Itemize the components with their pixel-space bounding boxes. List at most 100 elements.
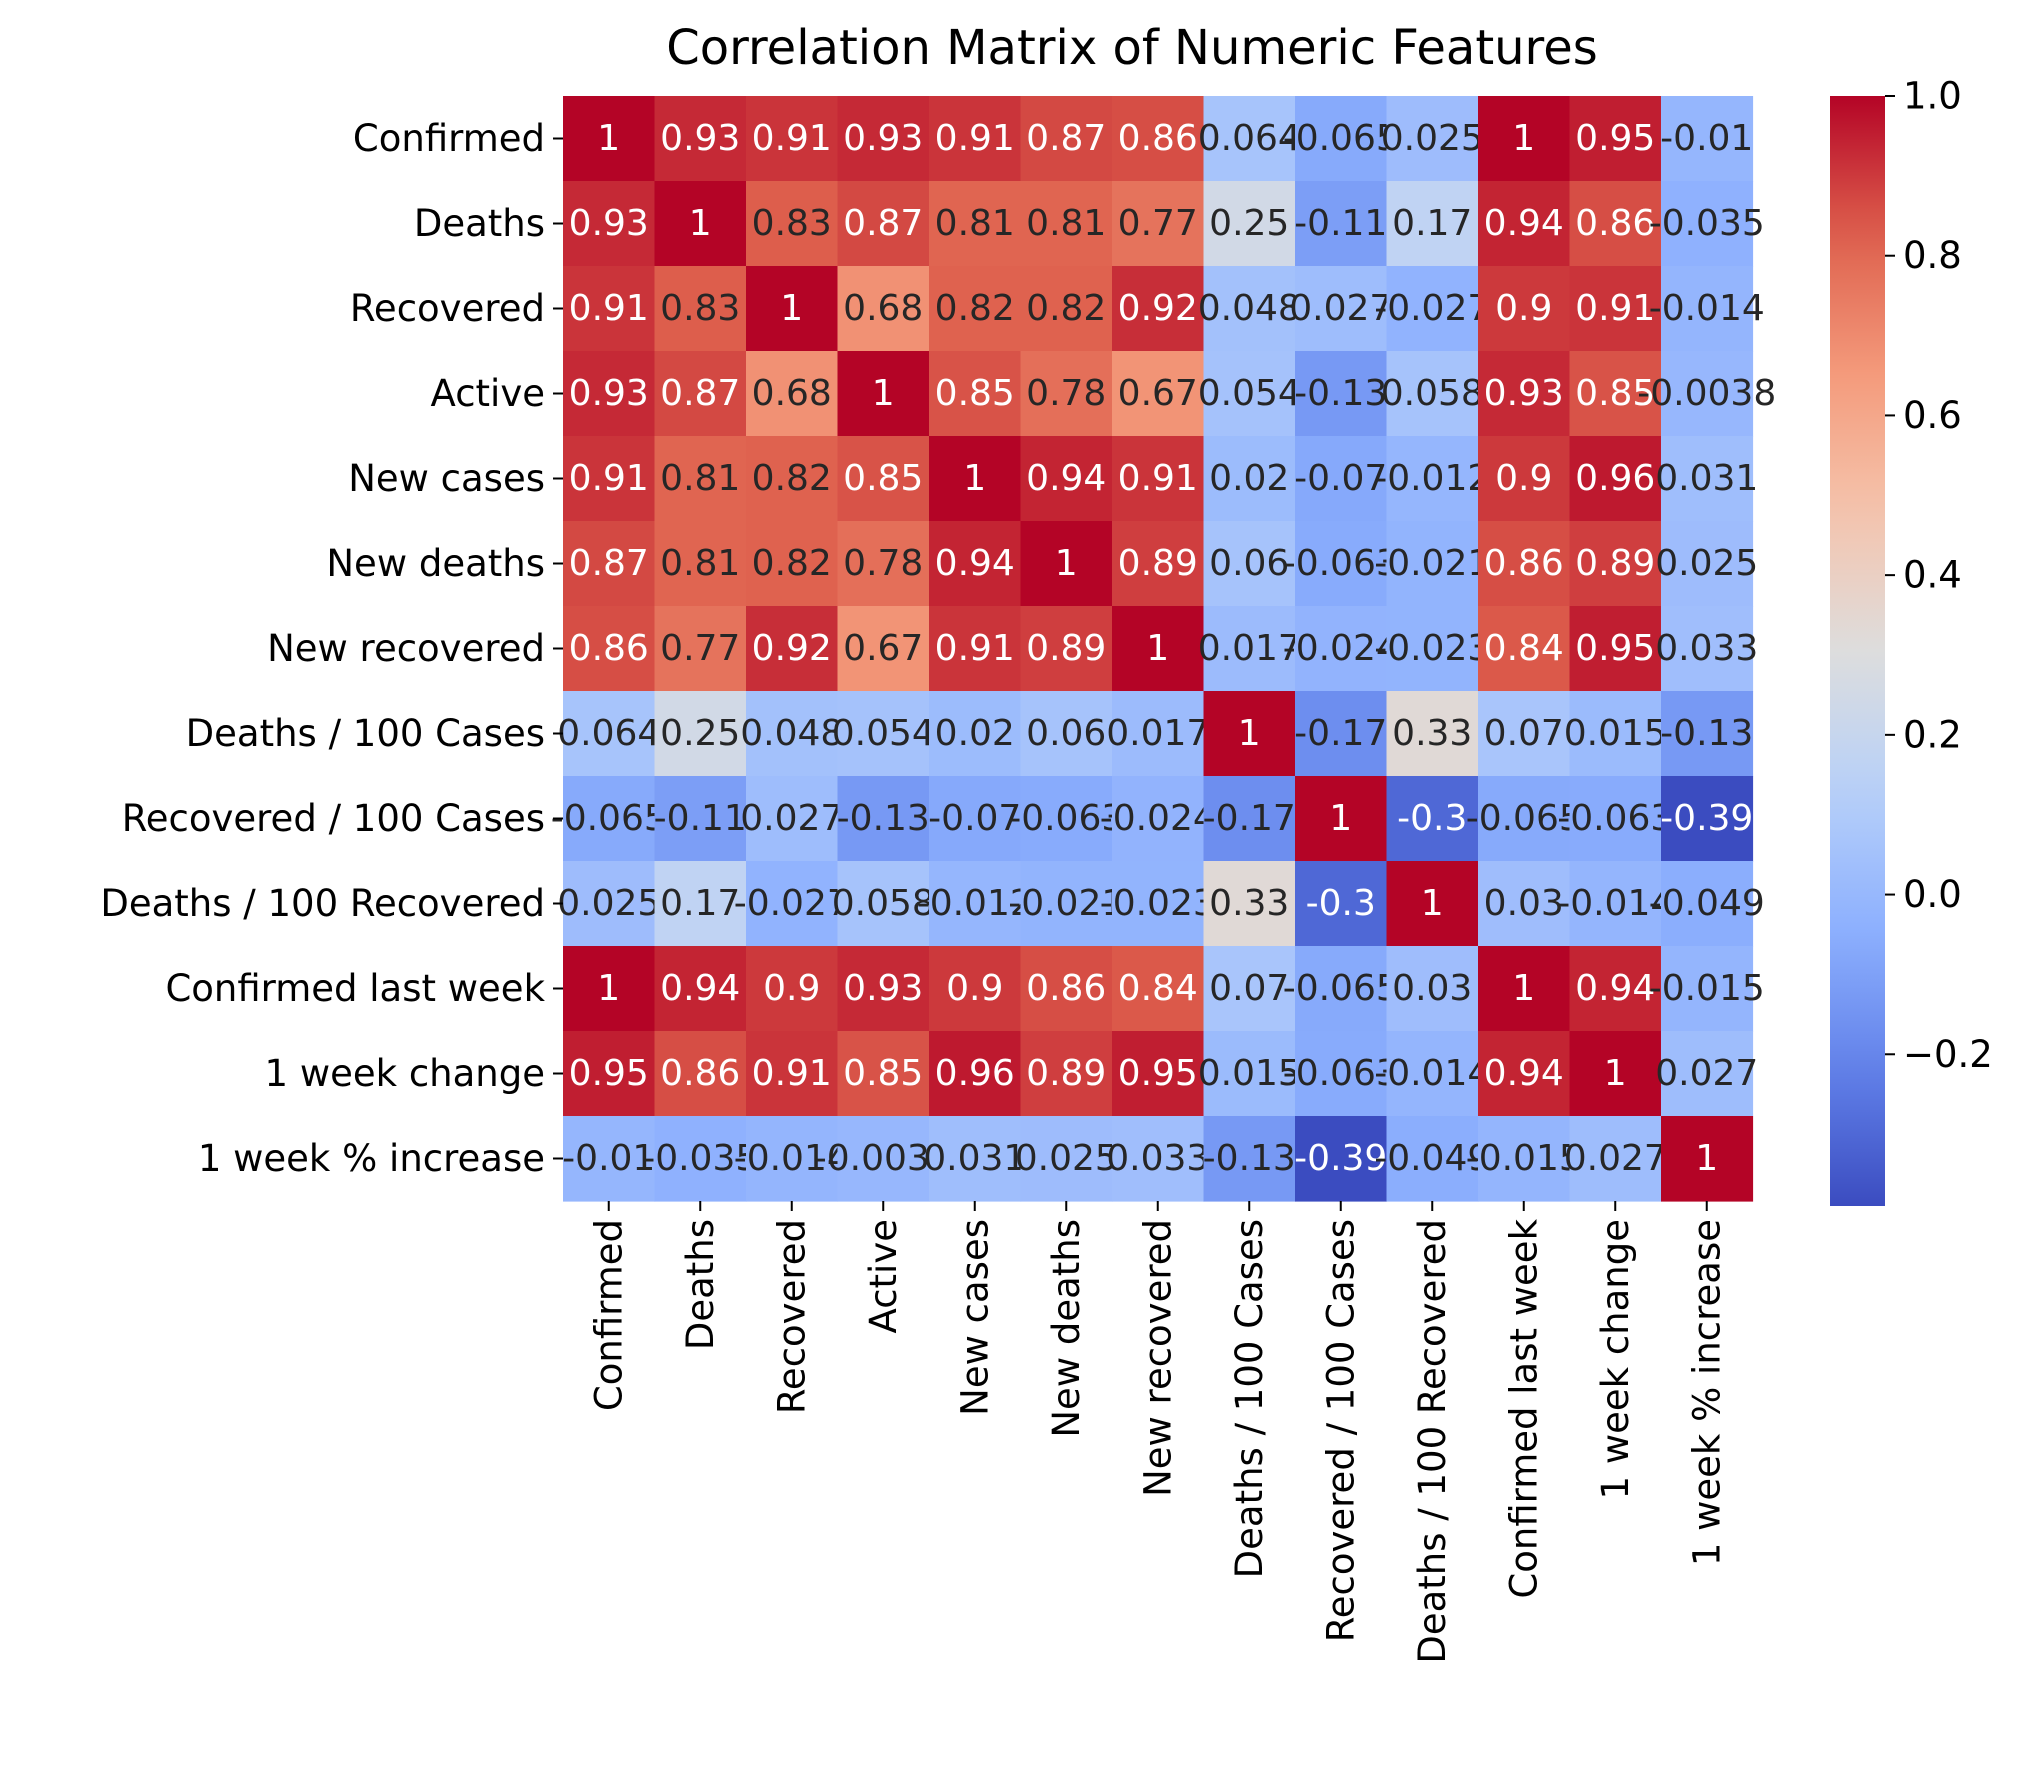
cell-value-label: -0.035 [1649, 203, 1765, 244]
cell-value-label: 0.94 [1484, 203, 1564, 244]
heatmap-cell [837, 181, 930, 267]
heatmap-cell [654, 1031, 747, 1117]
cell-value-label: -0.014 [1557, 883, 1673, 924]
heatmap-cell [1661, 436, 1754, 522]
cell-value-label: -0.021 [1008, 883, 1124, 924]
cell-value-label: 0.87 [1026, 118, 1106, 159]
cell-value-label: 0.96 [935, 1053, 1015, 1094]
cell-value-label: 0.83 [752, 203, 832, 244]
y-tick-label: New cases [348, 457, 545, 500]
heatmap-cell [1478, 606, 1571, 692]
cell-value-label: -0.063 [1008, 798, 1124, 839]
cell-value-label: -0.07 [1294, 458, 1387, 499]
cell-value-label: 1 [1238, 713, 1261, 754]
cell-value-label: 0.84 [1118, 968, 1198, 1009]
cell-value-label: 0.25 [1209, 203, 1289, 244]
cell-value-label: 0.87 [660, 373, 740, 414]
cell-value-label: 0.95 [1575, 628, 1655, 669]
heatmap-cell [1295, 861, 1388, 947]
heatmap-cell [1478, 521, 1571, 607]
cell-value-label: 0.025 [1015, 1138, 1118, 1179]
cell-value-label: 0.031 [923, 1138, 1026, 1179]
y-tick-label: Deaths / 100 Recovered [100, 882, 545, 925]
cell-value-label: -0.049 [1649, 883, 1765, 924]
cell-value-label: 0.91 [569, 288, 649, 329]
heatmap-cell [746, 776, 839, 862]
colorbar-tick-label: 0.8 [1903, 234, 1962, 277]
cell-value-label: 0.81 [1026, 203, 1106, 244]
cell-value-label: 0.92 [1118, 288, 1198, 329]
heatmap-cell [929, 691, 1022, 777]
heatmap-cell [1203, 691, 1296, 777]
x-tick-label: New cases [953, 1219, 996, 1416]
cell-value-label: 0.94 [1026, 458, 1106, 499]
heatmap-cell [837, 436, 930, 522]
heatmap-cell [1020, 266, 1113, 352]
heatmap-cell [654, 946, 747, 1032]
heatmap-cell [563, 96, 656, 182]
heatmap-cell [1020, 861, 1113, 947]
heatmap-cell [1295, 691, 1388, 777]
cell-value-label: 1 [1329, 798, 1352, 839]
cell-value-label: -0.027 [734, 883, 850, 924]
heatmap-cell [929, 946, 1022, 1032]
y-tick-label: Active [431, 372, 545, 415]
heatmap-cell [746, 691, 839, 777]
heatmap-cell [563, 861, 656, 947]
heatmap-cell [1203, 436, 1296, 522]
cell-value-label: 0.77 [660, 628, 740, 669]
heatmap-cell [1112, 1116, 1205, 1202]
cell-value-label: 0.91 [569, 458, 649, 499]
cell-value-label: 0.91 [935, 118, 1015, 159]
cell-value-label: 0.025 [1381, 118, 1484, 159]
heatmap-cell [929, 1116, 1022, 1202]
heatmap-cell [1478, 776, 1571, 862]
cell-value-label: -0.11 [1294, 203, 1387, 244]
heatmap-cell [1569, 1116, 1662, 1202]
heatmap-cell [1386, 1031, 1479, 1117]
colorbar-gradient [1830, 96, 1885, 1206]
heatmap-cell [1203, 606, 1296, 692]
cell-value-label: 0.95 [1575, 118, 1655, 159]
heatmap-cell [654, 776, 747, 862]
cell-value-label: 0.81 [660, 543, 740, 584]
heatmap-cell [746, 266, 839, 352]
heatmap-cell [837, 521, 930, 607]
heatmap-cell [746, 351, 839, 437]
x-tick-label: Active [862, 1219, 905, 1333]
heatmap-cell [1203, 946, 1296, 1032]
cell-value-label: -0.39 [1660, 798, 1753, 839]
heatmap-cell [1569, 1031, 1662, 1117]
cell-value-label: -0.023 [1374, 628, 1490, 669]
heatmap-cell [1569, 691, 1662, 777]
cell-value-label: 0.81 [660, 458, 740, 499]
cell-value-label: 0.9 [1495, 288, 1552, 329]
cell-value-label: 0.82 [752, 543, 832, 584]
heatmap-cell [1112, 266, 1205, 352]
heatmap-cell [1478, 861, 1571, 947]
heatmap-cell [1661, 1116, 1754, 1202]
heatmap-cell [1661, 776, 1754, 862]
cell-value-label: -0.3 [1306, 883, 1376, 924]
cell-value-label: 0.015 [1564, 713, 1667, 754]
heatmap-cell [837, 606, 930, 692]
cell-value-label: 0.93 [843, 118, 923, 159]
cell-value-label: -0.049 [1374, 1138, 1490, 1179]
heatmap-cell [1203, 776, 1296, 862]
cell-value-label: -0.17 [1294, 713, 1387, 754]
cell-value-label: 0.91 [752, 1053, 832, 1094]
cell-value-label: 0.85 [935, 373, 1015, 414]
cell-value-label: 0.058 [1381, 373, 1484, 414]
cell-value-label: 0.89 [1575, 543, 1655, 584]
heatmap-cell [654, 606, 747, 692]
heatmap-cell [1020, 946, 1113, 1032]
cell-value-label: 1 [1695, 1138, 1718, 1179]
heatmap-cell [1020, 181, 1113, 267]
cell-value-label: 0.86 [660, 1053, 740, 1094]
heatmap-cell [1569, 96, 1662, 182]
cell-value-label: 0.91 [752, 118, 832, 159]
cell-value-label: 0.048 [1198, 288, 1301, 329]
cell-value-label: 0.015 [1198, 1053, 1301, 1094]
y-tick-label: Recovered [350, 287, 545, 330]
